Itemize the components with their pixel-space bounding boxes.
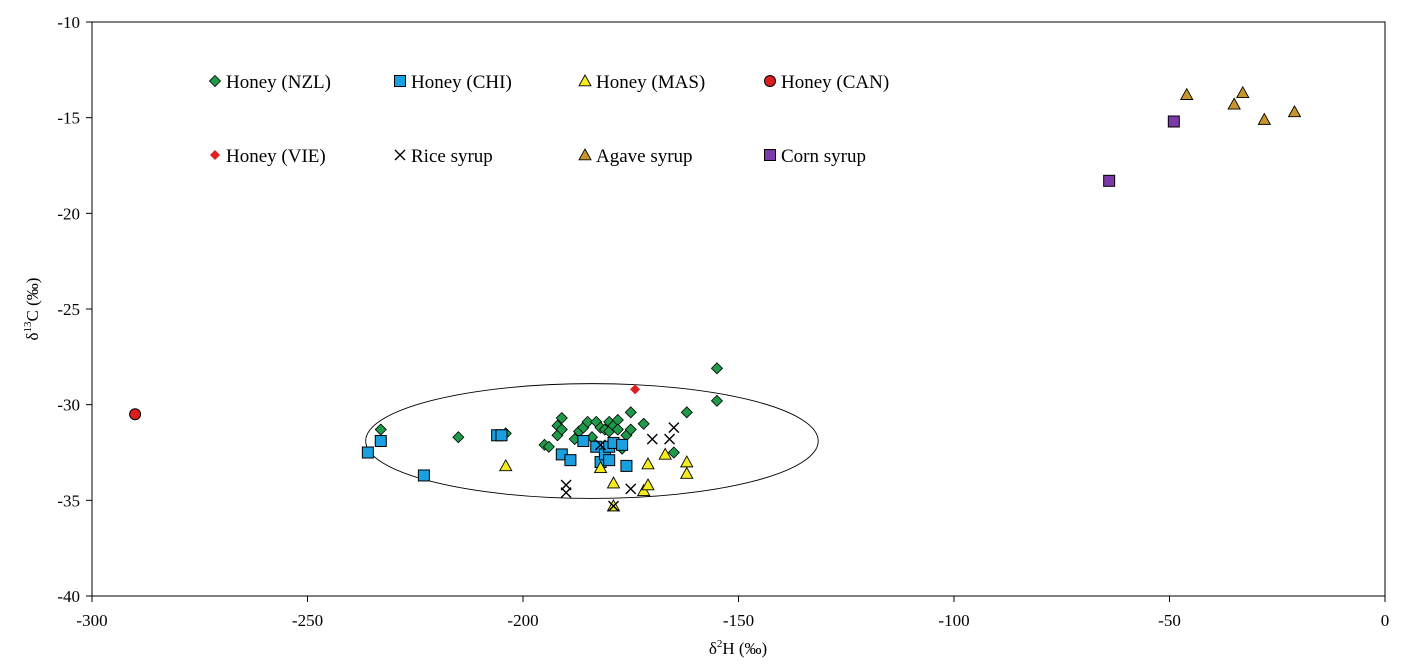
legend-marker: [208, 74, 222, 88]
series-agave-syrup: [1179, 85, 1302, 125]
data-point: [495, 429, 508, 442]
data-point: [374, 435, 387, 448]
data-point: [658, 447, 672, 460]
legend-label: Rice syrup: [411, 146, 493, 167]
legend-marker: [578, 148, 592, 161]
data-point: [1287, 105, 1302, 118]
data-point: [603, 454, 616, 467]
legend-item: Honey (MAS): [578, 72, 705, 93]
data-point: [593, 460, 608, 474]
series-corn-syrup: [1103, 115, 1180, 187]
data-point: [560, 487, 572, 499]
series-rice-syrup: [560, 422, 680, 512]
data-point: [577, 435, 590, 448]
legend-marker: [394, 149, 406, 161]
legend-label: Corn syrup: [781, 146, 866, 167]
y-axis-label: δ13C (‰): [22, 278, 42, 341]
data-point: [637, 417, 650, 430]
legend-marker: [578, 74, 592, 87]
plot-area: [91, 21, 1386, 597]
legend-label: Honey (CAN): [781, 72, 889, 93]
data-point: [710, 362, 724, 375]
legend-label: Honey (MAS): [596, 72, 705, 93]
series-honey-vie: [630, 384, 641, 395]
x-tick-label: -100: [938, 611, 969, 630]
data-point: [1179, 87, 1194, 100]
data-point: [641, 478, 655, 491]
y-tick-label: -20: [57, 204, 80, 223]
x-tick-label: -300: [76, 611, 107, 630]
data-point: [664, 433, 676, 445]
y-tick-label: -35: [57, 491, 80, 510]
data-point: [129, 408, 142, 421]
data-point: [1167, 115, 1180, 128]
legend-item: Honey (CAN): [764, 72, 889, 93]
data-point: [611, 423, 624, 436]
data-point: [1257, 112, 1272, 125]
y-tick-label: -10: [57, 13, 80, 32]
legend-label: Honey (VIE): [226, 146, 326, 167]
legend-label: Honey (CHI): [411, 72, 512, 93]
x-tick-label: -50: [1158, 611, 1181, 630]
legend-item: Rice syrup: [394, 146, 493, 167]
y-tick-label: -30: [57, 396, 80, 415]
legend-item: Honey (CHI): [394, 72, 512, 93]
cluster-ellipse: [365, 383, 819, 499]
y-tick-label: -15: [57, 109, 80, 128]
data-point: [498, 458, 513, 472]
data-point: [620, 459, 633, 472]
series-honey-can: [129, 408, 142, 421]
legend-label: Honey (NZL): [226, 72, 331, 93]
data-point: [606, 476, 621, 489]
x-tick-label: 0: [1381, 611, 1390, 630]
data-point: [680, 466, 694, 479]
data-point: [564, 454, 577, 467]
legend-marker: [764, 149, 776, 161]
data-point: [624, 423, 637, 436]
data-point: [641, 457, 655, 470]
data-point: [1103, 174, 1116, 187]
data-point: [668, 422, 680, 434]
data-point: [624, 406, 637, 419]
data-point: [452, 431, 465, 444]
legend-marker: [394, 75, 406, 87]
y-tick-label: -25: [57, 300, 80, 319]
data-point: [680, 406, 693, 419]
x-tick-label: -200: [507, 611, 538, 630]
data-point: [1236, 85, 1250, 99]
data-point: [616, 438, 629, 451]
data-point: [595, 439, 607, 451]
y-tick-label: -40: [57, 587, 80, 606]
data-point: [417, 469, 430, 482]
legend-item: Honey (NZL): [208, 72, 331, 93]
legend-marker: [764, 75, 776, 87]
x-tick-label: -250: [292, 611, 323, 630]
data-point: [361, 446, 374, 459]
data-point: [608, 500, 620, 512]
legend-item: Honey (VIE): [210, 146, 326, 167]
data-point: [542, 440, 555, 453]
legend-item: Corn syrup: [764, 146, 866, 167]
data-point: [581, 415, 594, 428]
x-axis-label: δ2H (‰): [709, 638, 767, 658]
data-point: [1227, 97, 1241, 110]
series-honey-chi: [361, 429, 633, 482]
data-point: [710, 394, 724, 407]
data-point: [555, 423, 568, 436]
legend-marker: [210, 150, 220, 160]
x-tick-label: -150: [723, 611, 754, 630]
legend-label: Agave syrup: [596, 146, 693, 167]
data-point: [667, 446, 680, 459]
legend-item: Agave syrup: [578, 146, 693, 167]
data-point: [630, 384, 641, 395]
data-point: [646, 433, 658, 445]
data-point: [625, 483, 637, 495]
